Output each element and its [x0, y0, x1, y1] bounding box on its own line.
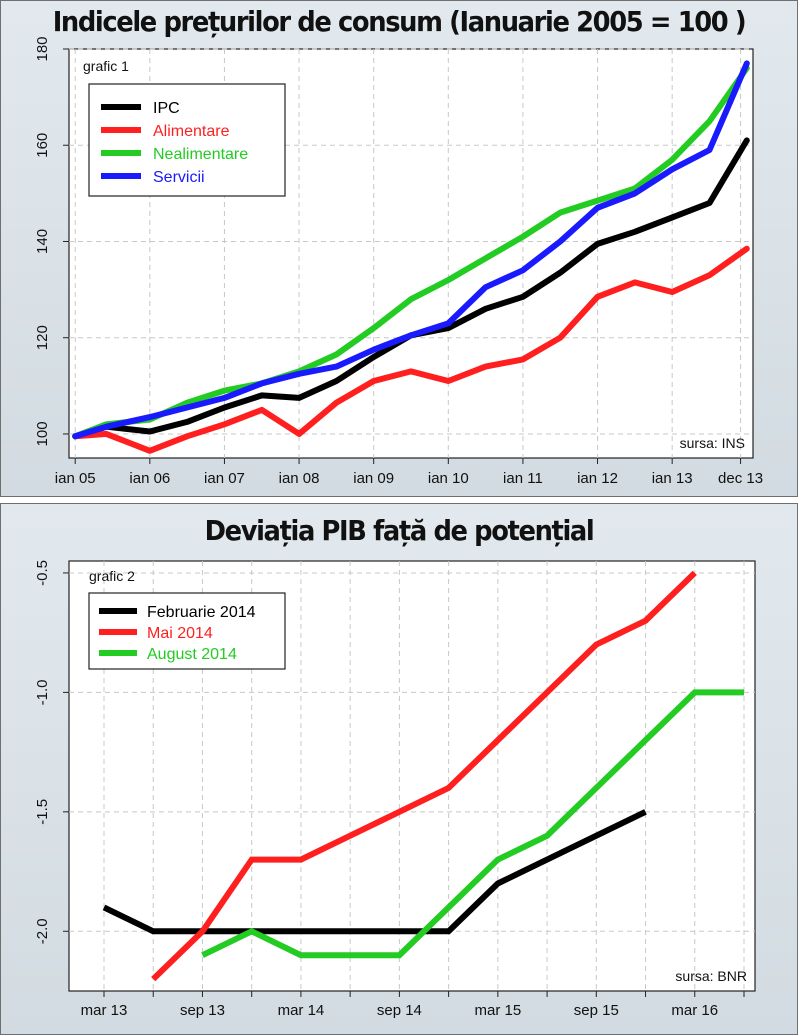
series-line-august-2014 [201, 689, 744, 959]
x-tick-label: ian 13 [652, 470, 693, 487]
legend-label: August 2014 [147, 646, 237, 663]
x-tick-label: mar 13 [81, 1002, 128, 1019]
x-tick-label: ian 12 [577, 470, 618, 487]
y-tick-label: 160 [34, 133, 51, 158]
panel-label: grafic 2 [89, 568, 135, 584]
x-tick-label: dec 13 [718, 470, 763, 487]
y-tick-label: 180 [34, 36, 51, 61]
panel-label: grafic 1 [83, 58, 129, 74]
series-line-februarie-2014 [102, 809, 647, 935]
x-tick-label: ian 10 [428, 470, 469, 487]
source-label: sursa: INS [680, 435, 745, 451]
legend-label: Nealimentare [153, 146, 248, 163]
x-tick-label: sep 13 [180, 1002, 225, 1019]
x-tick-label: ian 05 [55, 470, 96, 487]
series-line-alimentare [72, 245, 750, 454]
y-tick-label: -1.0 [34, 679, 51, 705]
y-tick-label: -0.5 [34, 560, 51, 586]
x-tick-label: ian 08 [279, 470, 320, 487]
x-tick-label: ian 07 [204, 470, 245, 487]
x-tick-label: mar 16 [671, 1002, 718, 1019]
gdp-gap-chart-panel: Deviația PIB față de potențial mar 13 sep… [0, 503, 798, 1035]
cpi-chart: ian 05 ian 06 ian 07 ian 08 ian 09 ian 10 ian … [34, 36, 763, 487]
legend-label: IPC [153, 100, 180, 117]
y-tick-label: 100 [34, 421, 51, 446]
x-tick-label: sep 14 [377, 1002, 422, 1019]
cpi-chart-panel: Indicele prețurilor de consum (Ianuarie … [0, 0, 798, 497]
legend-label: Februarie 2014 [147, 604, 256, 621]
legend-label: Servicii [153, 169, 205, 186]
gdp-gap-chart: mar 13 sep 13 mar 14 sep 14 mar 15 sep 15 mar … [34, 560, 756, 1019]
x-tick-label: mar 14 [278, 1002, 325, 1019]
series-line-nealimentare [72, 65, 750, 440]
chart-title: Deviația PIB față de potențial [204, 514, 595, 547]
y-tick-label: -2.0 [34, 918, 51, 944]
legend-label: Alimentare [153, 123, 230, 140]
x-tick-label: ian 11 [503, 470, 543, 487]
x-tick-label: ian 09 [353, 470, 394, 487]
x-tick-label: ian 06 [129, 470, 170, 487]
y-tick-label: 120 [34, 325, 51, 350]
legend-label: Mai 2014 [147, 625, 213, 642]
x-tick-label: sep 15 [574, 1002, 619, 1019]
series-line-servicii [72, 60, 750, 440]
chart-title: Indicele prețurilor de consum (Ianuarie … [52, 5, 747, 38]
source-label: sursa: BNR [675, 968, 747, 984]
y-tick-label: -1.5 [34, 799, 51, 825]
y-tick-label: 140 [34, 229, 51, 254]
x-tick-label: mar 15 [475, 1002, 522, 1019]
series-line-mai-2014 [151, 570, 697, 982]
